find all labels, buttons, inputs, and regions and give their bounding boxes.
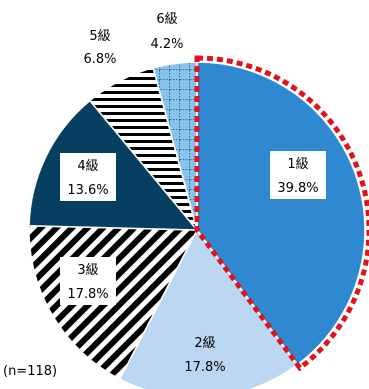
- slice-label-box-1: [270, 151, 326, 199]
- slice-name-5: 5級: [89, 29, 110, 44]
- slice-name-1: 1級: [287, 157, 308, 172]
- slice-value-2: 17.8%: [184, 360, 225, 375]
- slice-name-3: 3級: [77, 263, 98, 278]
- slice-value-5: 6.8%: [83, 52, 116, 67]
- sample-size-label: (n=118): [3, 364, 57, 379]
- slice-name-2: 2級: [194, 336, 215, 351]
- slice-value-1: 39.8%: [277, 181, 318, 196]
- pie-slice-2: [118, 228, 299, 389]
- slice-name-4: 4級: [77, 159, 98, 174]
- slice-label-box-4: [60, 153, 116, 201]
- pie-slice-6: [152, 61, 198, 231]
- slice-label-box-3: [60, 257, 116, 305]
- slice-value-3: 17.8%: [67, 287, 108, 302]
- slice-value-6: 4.2%: [150, 37, 183, 52]
- highlight-outline: [194, 55, 369, 372]
- slice-value-4: 13.6%: [67, 183, 108, 198]
- slice-name-6: 6級: [156, 12, 177, 27]
- pie-slice-1: [196, 61, 366, 366]
